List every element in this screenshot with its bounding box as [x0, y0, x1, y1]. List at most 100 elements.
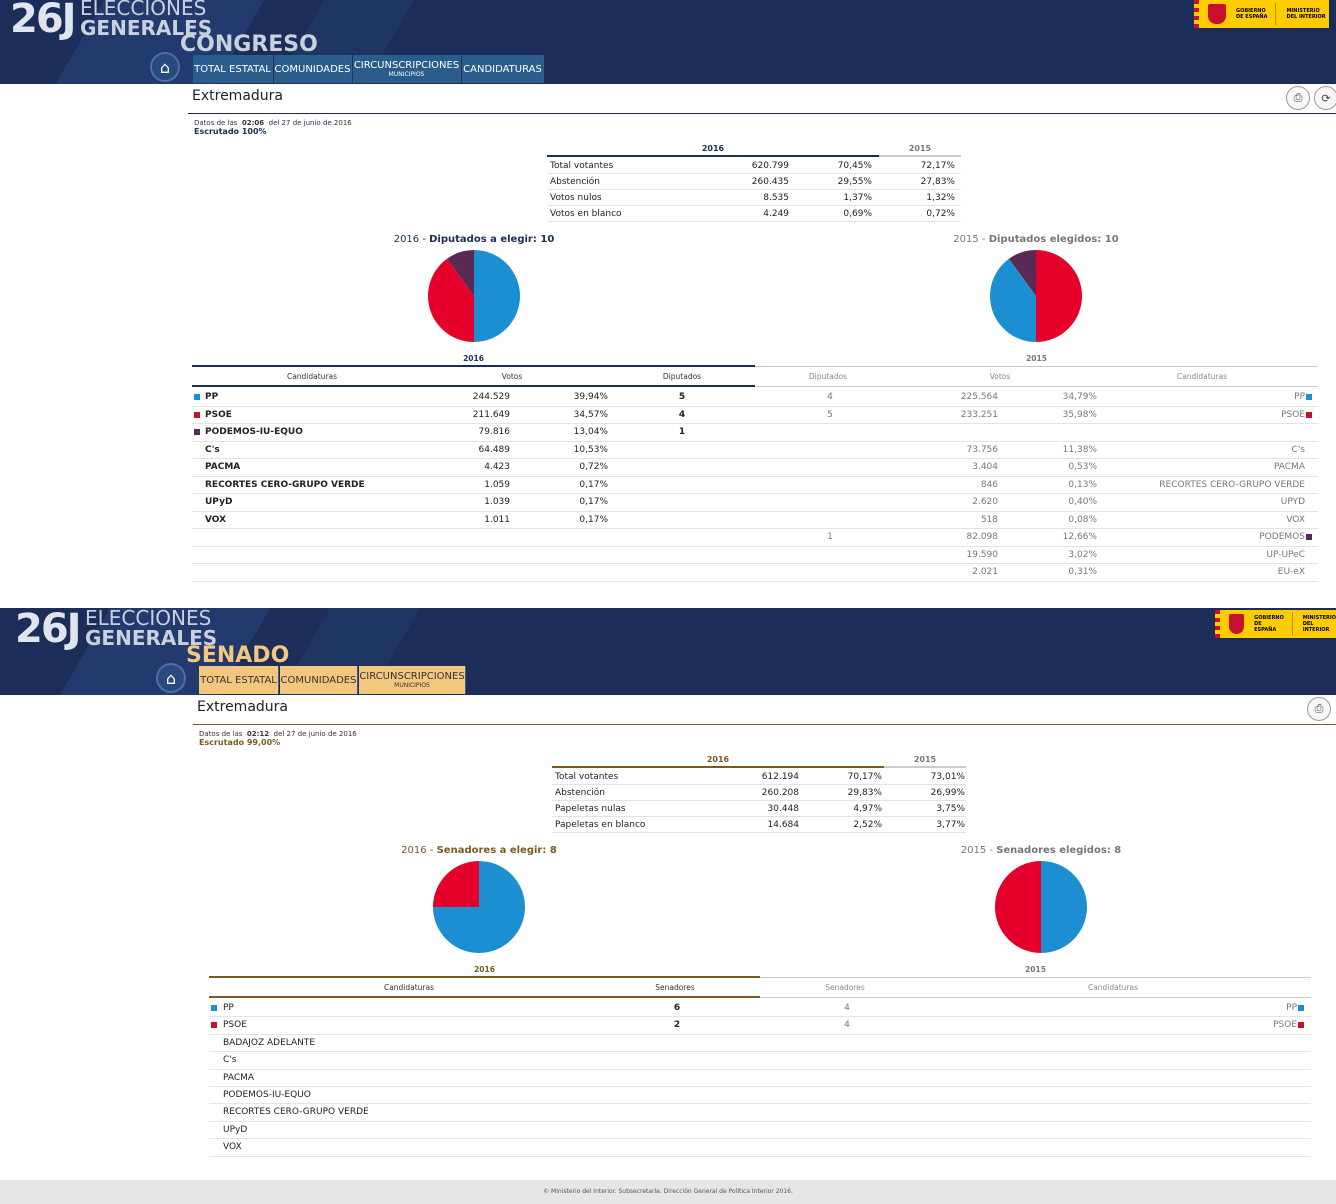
party-percent-2015: 3,02% — [1068, 549, 1097, 560]
party-name-2015: PODEMOS — [1259, 532, 1305, 542]
party-votes-2015: 73.756 — [966, 444, 999, 455]
party-name: UPyD — [205, 497, 233, 507]
results-table: 2016 2015 Candidaturas Votos Diputados D… — [192, 352, 1318, 582]
party-votes: 64.489 — [478, 444, 511, 455]
party-color-swatch-2015 — [1306, 411, 1312, 418]
party-seats-2015: 5 — [827, 409, 833, 420]
chamber-title: SENADO — [186, 643, 290, 668]
nav-comunidades[interactable]: COMUNIDADES — [274, 55, 352, 83]
table-row: 2.021 0,31% EU-eX — [192, 564, 1318, 582]
table-row: UPyD — [209, 1122, 1311, 1140]
table-row: PP 244.529 39,94% 5 4 225.564 34,79% PP — [192, 389, 1318, 407]
party-votes-2015: 3.404 — [972, 462, 998, 472]
summary-label: Abstención — [550, 177, 600, 187]
party-seats-2015: 4 — [844, 1020, 850, 1031]
pie-chart-2016 — [428, 250, 520, 342]
party-name: PSOE — [205, 409, 232, 420]
table-row: VOX 1.011 0,17% 518 0,08% VOX — [192, 512, 1318, 529]
party-percent: 0,17% — [579, 514, 608, 525]
summary-label: Total votantes — [550, 161, 614, 171]
home-button[interactable]: ⌂ — [150, 52, 180, 82]
party-percent: 13,04% — [573, 427, 608, 437]
logo-26j: 26J — [10, 0, 77, 42]
party-name-2015: VOX — [1286, 514, 1305, 525]
nav-circunscripciones[interactable]: CIRCUNSCRIPCIONES MUNICIPIOS — [353, 55, 461, 83]
party-name: VOX — [205, 514, 227, 525]
party-name-2015: UP-UPeC — [1266, 549, 1305, 560]
summary-label: Papeletas nulas — [555, 804, 626, 814]
party-name-2015: PACMA — [1273, 462, 1305, 472]
party-votes-2015: 846 — [980, 479, 998, 490]
party-votes-2015: 19.590 — [966, 549, 999, 560]
nav-total-estatal[interactable]: TOTAL ESTATAL — [193, 55, 273, 83]
party-seats-2015: 4 — [827, 392, 833, 402]
party-name-2015: PP — [1286, 1003, 1297, 1013]
nav-comunidades[interactable]: COMUNIDADES — [280, 666, 358, 694]
results-year-2015: 2015 — [1026, 354, 1047, 363]
summary-row: Papeletas en blanco 14.684 2,52% 3,77% — [552, 817, 966, 833]
party-percent-2015: 0,40% — [1068, 497, 1097, 507]
print-button[interactable]: ⎙ — [1307, 697, 1331, 721]
region-title: Extremadura — [192, 88, 283, 104]
pie-slice-podemos-iu-equo — [446, 250, 474, 296]
party-votes: 4.423 — [484, 462, 510, 472]
party-name: PACMA — [205, 462, 241, 472]
col-diputados-2015: Diputados — [808, 372, 848, 381]
party-color-swatch-2015 — [1298, 1005, 1304, 1011]
summary-label: Papeletas en blanco — [555, 820, 646, 830]
party-name-2015: PSOE — [1273, 1020, 1297, 1031]
party-percent: 0,17% — [579, 497, 608, 507]
results-year-2016: 2016 — [474, 965, 495, 974]
refresh-button[interactable]: ⟳ — [1314, 86, 1336, 110]
party-percent-2015: 11,38% — [1062, 444, 1097, 455]
results-year-2016: 2016 — [463, 354, 484, 363]
summary-year-2015: 2015 — [879, 144, 961, 157]
summary-percent: 2,52% — [853, 820, 882, 830]
nav-circunscripciones[interactable]: CIRCUNSCRIPCIONES MUNICIPIOS — [359, 666, 466, 694]
col-candidaturas: Candidaturas — [286, 372, 338, 381]
nav-total-estatal[interactable]: TOTAL ESTATAL — [199, 666, 279, 694]
party-color-swatch-2015 — [1298, 1022, 1304, 1029]
summary-label: Votos nulos — [550, 193, 602, 203]
home-icon: ⌂ — [165, 668, 177, 688]
summary-row: Papeletas nulas 30.448 4,97% 3,75% — [552, 801, 966, 817]
home-button[interactable]: ⌂ — [156, 663, 186, 693]
summary-percent-2015: 73,01% — [930, 772, 965, 782]
escrutado: Escrutado 100% — [194, 127, 267, 136]
party-seats: 4 — [678, 409, 686, 420]
party-percent: 10,53% — [573, 444, 608, 455]
party-percent: 39,94% — [573, 392, 608, 402]
logo-line1: ELECCIONES — [80, 0, 207, 20]
party-name: PACMA — [223, 1072, 255, 1083]
col-diputados: Diputados — [662, 372, 702, 381]
nav-candidaturas[interactable]: CANDIDATURAS — [462, 55, 544, 83]
col-candidaturas: Candidaturas — [383, 983, 435, 992]
table-row: RECORTES CERO-GRUPO VERDE — [209, 1104, 1311, 1122]
results-year-2015: 2015 — [1025, 965, 1046, 974]
table-row: VOX — [209, 1139, 1311, 1157]
party-name: PODEMOS-IU-EQUO — [205, 427, 303, 437]
summary-value: 612.194 — [761, 772, 799, 782]
summary-percent: 70,45% — [837, 161, 872, 171]
pie-slice-pp — [474, 250, 520, 342]
party-votes: 211.649 — [472, 409, 510, 420]
party-seats-2015: 4 — [844, 1003, 850, 1013]
col-candidaturas-2015: Candidaturas — [1176, 372, 1228, 381]
party-votes-2015: 233.251 — [960, 409, 998, 420]
summary-table: 2016 2015 Total votantes 612.194 70,17% 73,… — [552, 753, 966, 833]
party-color-swatch — [194, 394, 200, 400]
col-senadores: Senadores — [655, 983, 695, 992]
table-row: RECORTES CERO-GRUPO VERDE 1.059 0,17% 846 0,… — [192, 477, 1318, 494]
summary-value: 4.249 — [763, 209, 789, 219]
party-percent: 0,72% — [579, 462, 608, 472]
print-button[interactable]: ⎙ — [1286, 86, 1310, 110]
summary-year-2015: 2015 — [884, 755, 966, 768]
party-color-swatch-2015 — [1306, 534, 1312, 540]
party-name: UPyD — [223, 1124, 248, 1135]
summary-table: 2016 2015 Total votantes 620.799 70,45% 72,… — [547, 142, 961, 222]
party-percent-2015: 34,79% — [1062, 392, 1097, 402]
party-seats-2015: 1 — [827, 532, 833, 542]
senado-header: 26J ELECCIONES GENERALES SENADO GOBIERNO… — [0, 608, 1336, 695]
summary-percent-2015: 1,32% — [926, 193, 955, 203]
logo-line2: GENERALES — [80, 16, 213, 40]
